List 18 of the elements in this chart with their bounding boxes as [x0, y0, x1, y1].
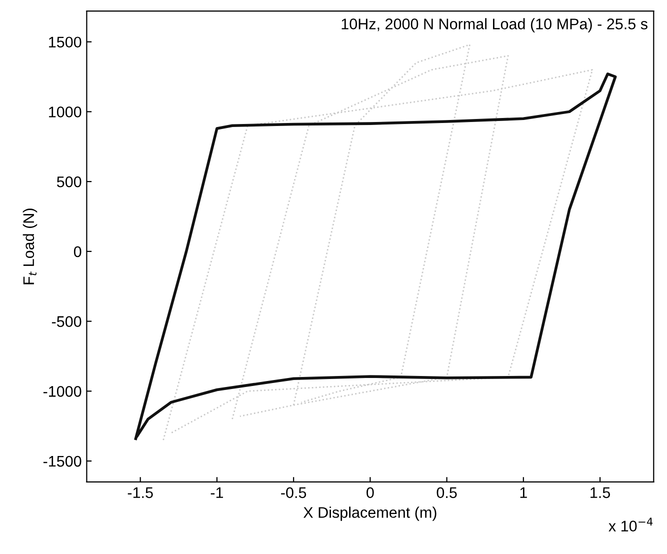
text: x 10$^{−4}$	[608, 518, 653, 532]
x-tick-label: 1	[520, 487, 527, 498]
y-tick-label: -500	[52, 316, 82, 327]
x-tick-label: -1.5	[128, 487, 153, 498]
y-tick-label: 1000	[49, 106, 82, 118]
x-tick-label: 1.5	[590, 487, 610, 498]
x-axis-title: X Displacement (m)	[303, 506, 436, 521]
y-axis-title: F$_{t}$ Load (N)	[22, 208, 38, 284]
y-tick-label: 0	[74, 246, 82, 258]
x-tick-label: -1	[210, 487, 224, 498]
y-tick-label: 500	[56, 176, 82, 188]
x-tick-label: 0.5	[436, 487, 457, 498]
chart-title: 10Hz, 2000 N Normal Load (10 MPa) - 25.5 s	[342, 18, 648, 32]
x-tick-label: -0.5	[281, 487, 306, 498]
x-tick-label: 0	[366, 487, 374, 498]
y-tick-label: 1500	[49, 36, 82, 48]
y-tick-label: -1500	[43, 456, 82, 467]
y-tick-label: -1000	[43, 386, 82, 397]
